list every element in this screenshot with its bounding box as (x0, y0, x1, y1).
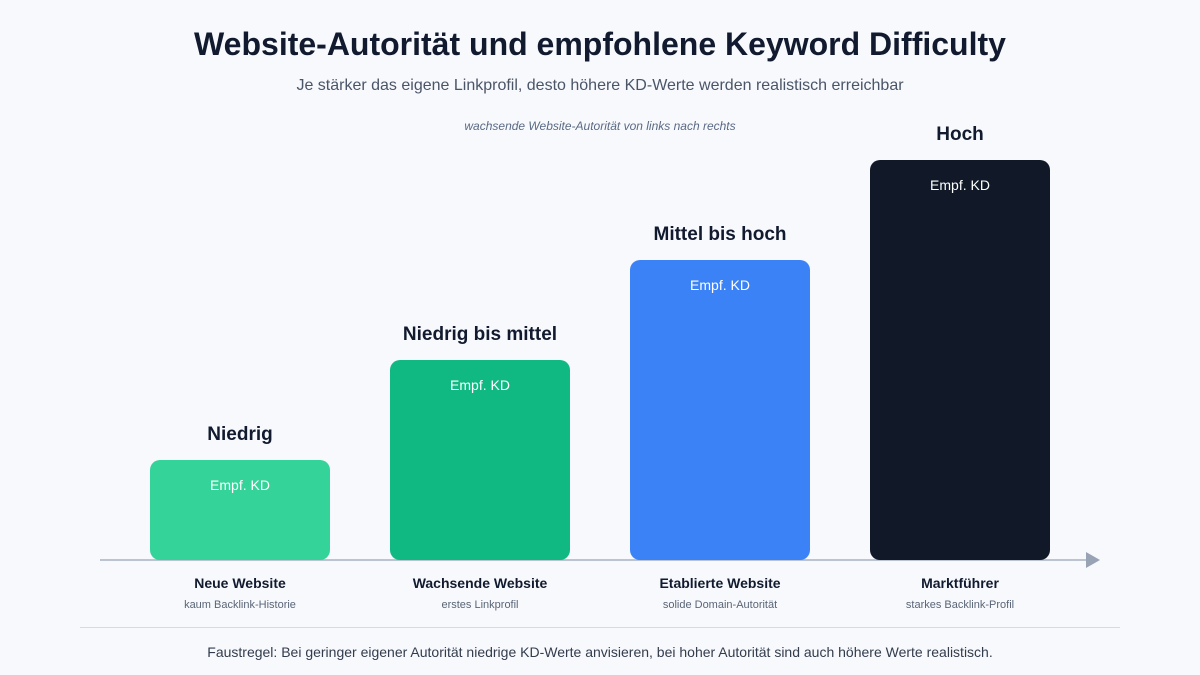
category-label: Neue Website (194, 575, 286, 591)
category-label: Wachsende Website (413, 575, 548, 591)
bar-value-label: Mittel bis hoch (654, 224, 787, 245)
bar (630, 260, 810, 560)
axis-direction-note: wachsende Website-Autorität von links na… (464, 119, 736, 133)
x-axis-arrow-icon (1086, 552, 1100, 568)
category-label: Marktführer (921, 575, 999, 591)
bar-inner-label: Empf. KD (210, 477, 270, 493)
bar-value-label: Hoch (936, 124, 984, 145)
category-description: kaum Backlink-Historie (184, 599, 296, 611)
bar-inner-label: Empf. KD (930, 177, 990, 193)
footer-divider (80, 627, 1120, 628)
bar-value-label: Niedrig (207, 424, 272, 445)
category-description: starkes Backlink-Profil (906, 599, 1014, 611)
category-description: solide Domain-Autorität (663, 599, 777, 611)
bar (150, 460, 330, 560)
bar-inner-label: Empf. KD (690, 277, 750, 293)
bar (870, 160, 1050, 560)
bar-value-label: Niedrig bis mittel (403, 324, 557, 345)
category-label: Etablierte Website (659, 575, 780, 591)
chart-subtitle: Je stärker das eigene Linkprofil, desto … (296, 77, 904, 94)
bar-inner-label: Empf. KD (450, 377, 510, 393)
chart-title: Website-Autorität und empfohlene Keyword… (194, 26, 1006, 62)
footer-note: Faustregel: Bei geringer eigener Autorit… (207, 644, 993, 660)
bar (390, 360, 570, 560)
category-description: erstes Linkprofil (441, 599, 518, 611)
